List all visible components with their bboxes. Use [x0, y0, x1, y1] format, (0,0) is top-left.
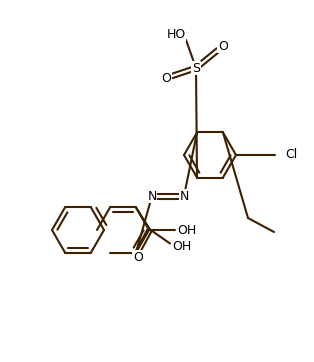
Text: HO: HO	[166, 29, 186, 42]
Text: N: N	[179, 189, 189, 202]
Text: OH: OH	[172, 240, 192, 253]
Text: Cl: Cl	[285, 148, 297, 161]
Text: O: O	[133, 251, 143, 264]
Text: N: N	[147, 189, 157, 202]
Text: S: S	[192, 62, 200, 75]
Text: OH: OH	[177, 223, 197, 236]
Text: O: O	[161, 72, 171, 84]
Text: O: O	[218, 39, 228, 52]
